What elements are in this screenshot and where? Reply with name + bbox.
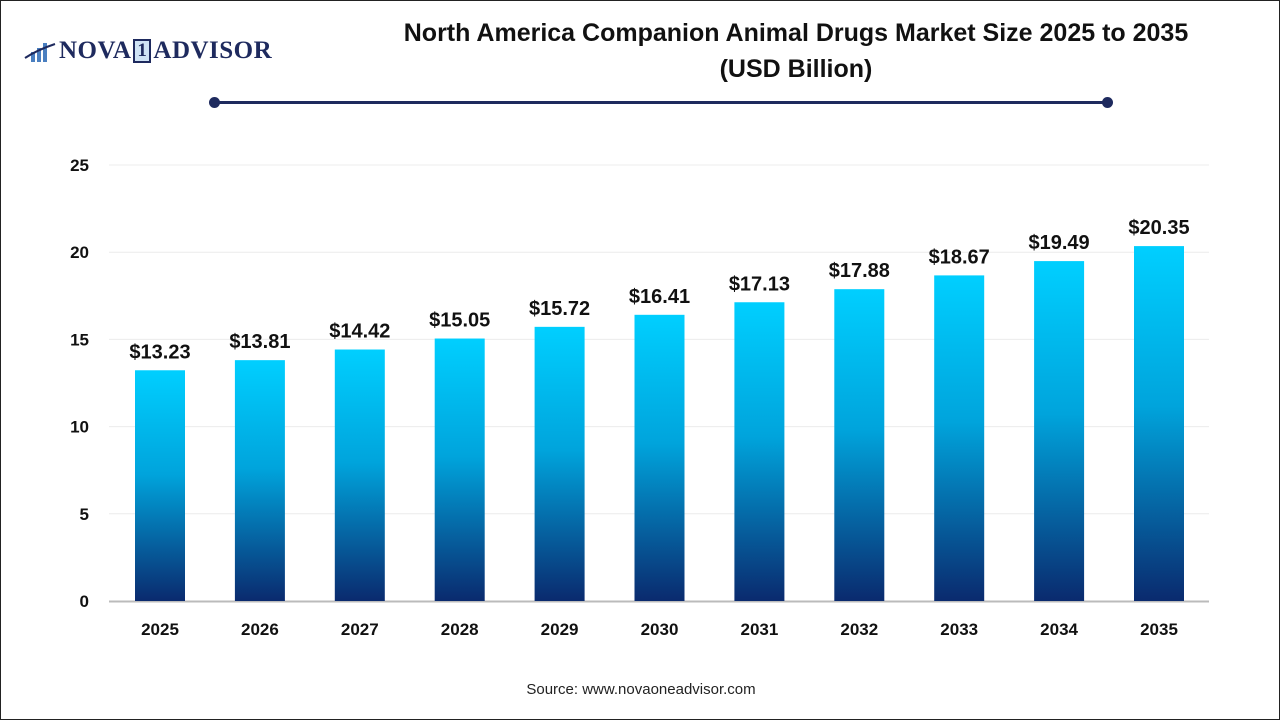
bar-2033 xyxy=(934,275,985,601)
data-label: $15.05 xyxy=(429,310,490,332)
y-tick-label: 25 xyxy=(70,156,89,175)
x-tick-label: 2034 xyxy=(1040,620,1078,639)
x-tick-label: 2028 xyxy=(441,620,479,639)
bar-2035 xyxy=(1134,246,1184,601)
x-tick-label: 2025 xyxy=(141,620,179,639)
logo-bars-icon xyxy=(24,43,56,62)
x-tick-label: 2032 xyxy=(840,620,878,639)
x-tick-label: 2030 xyxy=(641,620,679,639)
x-tick-label: 2033 xyxy=(940,620,978,639)
data-label: $20.35 xyxy=(1128,217,1189,239)
divider-dot xyxy=(209,97,220,108)
y-tick-label: 20 xyxy=(70,243,89,262)
data-label: $13.23 xyxy=(129,341,190,363)
data-label: $19.49 xyxy=(1029,232,1090,254)
x-tick-label: 2029 xyxy=(541,620,579,639)
logo-one: 1 xyxy=(133,39,152,63)
bar-2030 xyxy=(634,314,685,601)
bar-2027 xyxy=(334,349,385,601)
data-label: $16.41 xyxy=(629,286,690,308)
title-line-2: (USD Billion) xyxy=(719,55,873,83)
source-note: Source: www.novaoneadvisor.com xyxy=(526,681,756,698)
data-label: $17.13 xyxy=(729,273,790,295)
logo-text: ADVISOR xyxy=(153,37,273,64)
data-label: $18.67 xyxy=(929,246,990,268)
x-tick-label: 2026 xyxy=(241,620,279,639)
bar-2026 xyxy=(234,360,285,601)
data-label: $14.42 xyxy=(329,321,390,343)
bar-2028 xyxy=(434,338,485,601)
logo-text: NOVA xyxy=(59,37,132,64)
bar-2032 xyxy=(834,289,885,601)
y-tick-label: 0 xyxy=(80,592,89,611)
x-tick-label: 2027 xyxy=(341,620,379,639)
x-tick-label: 2031 xyxy=(740,620,778,639)
bar-2031 xyxy=(734,302,785,601)
data-label: $15.72 xyxy=(529,298,590,320)
bar-2034 xyxy=(1034,261,1085,601)
chart-title: North America Companion Animal Drugs Mar… xyxy=(301,15,1280,87)
y-tick-label: 15 xyxy=(70,330,89,349)
x-tick-label: 2035 xyxy=(1140,620,1178,639)
title-line-1: North America Companion Animal Drugs Mar… xyxy=(403,19,1189,47)
y-tick-label: 5 xyxy=(80,505,89,524)
divider-dot xyxy=(1102,97,1113,108)
bar-2029 xyxy=(534,326,585,601)
data-label: $17.88 xyxy=(829,260,890,282)
bar-2025 xyxy=(135,370,185,601)
data-label: $13.81 xyxy=(229,331,290,353)
logo: NOVA 1 ADVISOR xyxy=(23,37,272,65)
title-divider xyxy=(214,101,1107,104)
y-tick-label: 10 xyxy=(70,418,89,437)
